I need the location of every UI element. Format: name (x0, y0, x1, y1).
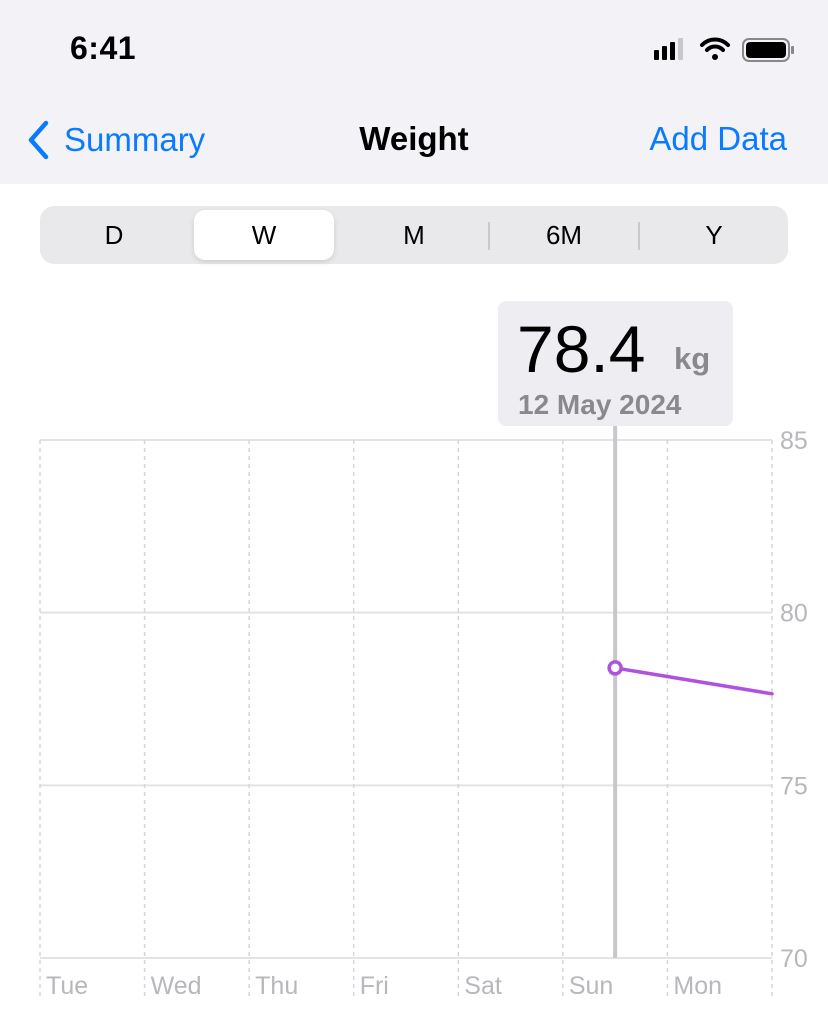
cellular-signal-icon (654, 38, 683, 60)
x-tick-label: Wed (151, 972, 202, 1000)
weight-series-line (613, 666, 774, 696)
y-tick-label: 70 (780, 945, 808, 973)
selection-tooltip: 78.4 kg 12 May 2024 (498, 301, 733, 426)
chevron-left-icon (28, 120, 49, 160)
segment-day[interactable]: D (104, 219, 124, 250)
x-tick-label: Mon (673, 972, 722, 1000)
time-range-segmented-control: D W M 6M Y (40, 206, 788, 264)
x-tick-label: Sat (464, 972, 502, 1000)
y-tick-label: 80 (780, 600, 808, 628)
status-time: 6:41 (70, 30, 137, 66)
add-data-button[interactable]: Add Data (649, 120, 787, 157)
x-tick-label: Sun (569, 972, 613, 1000)
y-tick-label: 75 (780, 772, 808, 800)
status-icons (654, 37, 794, 62)
x-tick-label: Thu (255, 972, 298, 1000)
back-button-label: Summary (64, 121, 206, 158)
segment-divider (488, 222, 490, 250)
page-title: Weight (359, 120, 469, 157)
x-tick-label: Tue (46, 972, 88, 1000)
segment-year[interactable]: Y (705, 219, 723, 250)
navigation-bar: 6:41 Summary Weight Add Data (0, 0, 828, 184)
wifi-icon (700, 37, 730, 60)
segment-divider (638, 222, 640, 250)
back-button[interactable]: Summary (26, 118, 205, 162)
selected-weight-unit: kg (674, 341, 711, 376)
battery-icon (742, 38, 794, 62)
segment-six-months[interactable]: 6M (545, 219, 583, 250)
segment-month[interactable]: M (403, 219, 425, 250)
segment-week[interactable]: W (194, 210, 334, 260)
selected-weight-value: 78.4 (517, 312, 646, 386)
data-point-sun (607, 660, 623, 676)
x-tick-label: Fri (360, 972, 389, 1000)
y-tick-label: 85 (780, 427, 808, 455)
selected-date: 12 May 2024 (518, 389, 682, 420)
